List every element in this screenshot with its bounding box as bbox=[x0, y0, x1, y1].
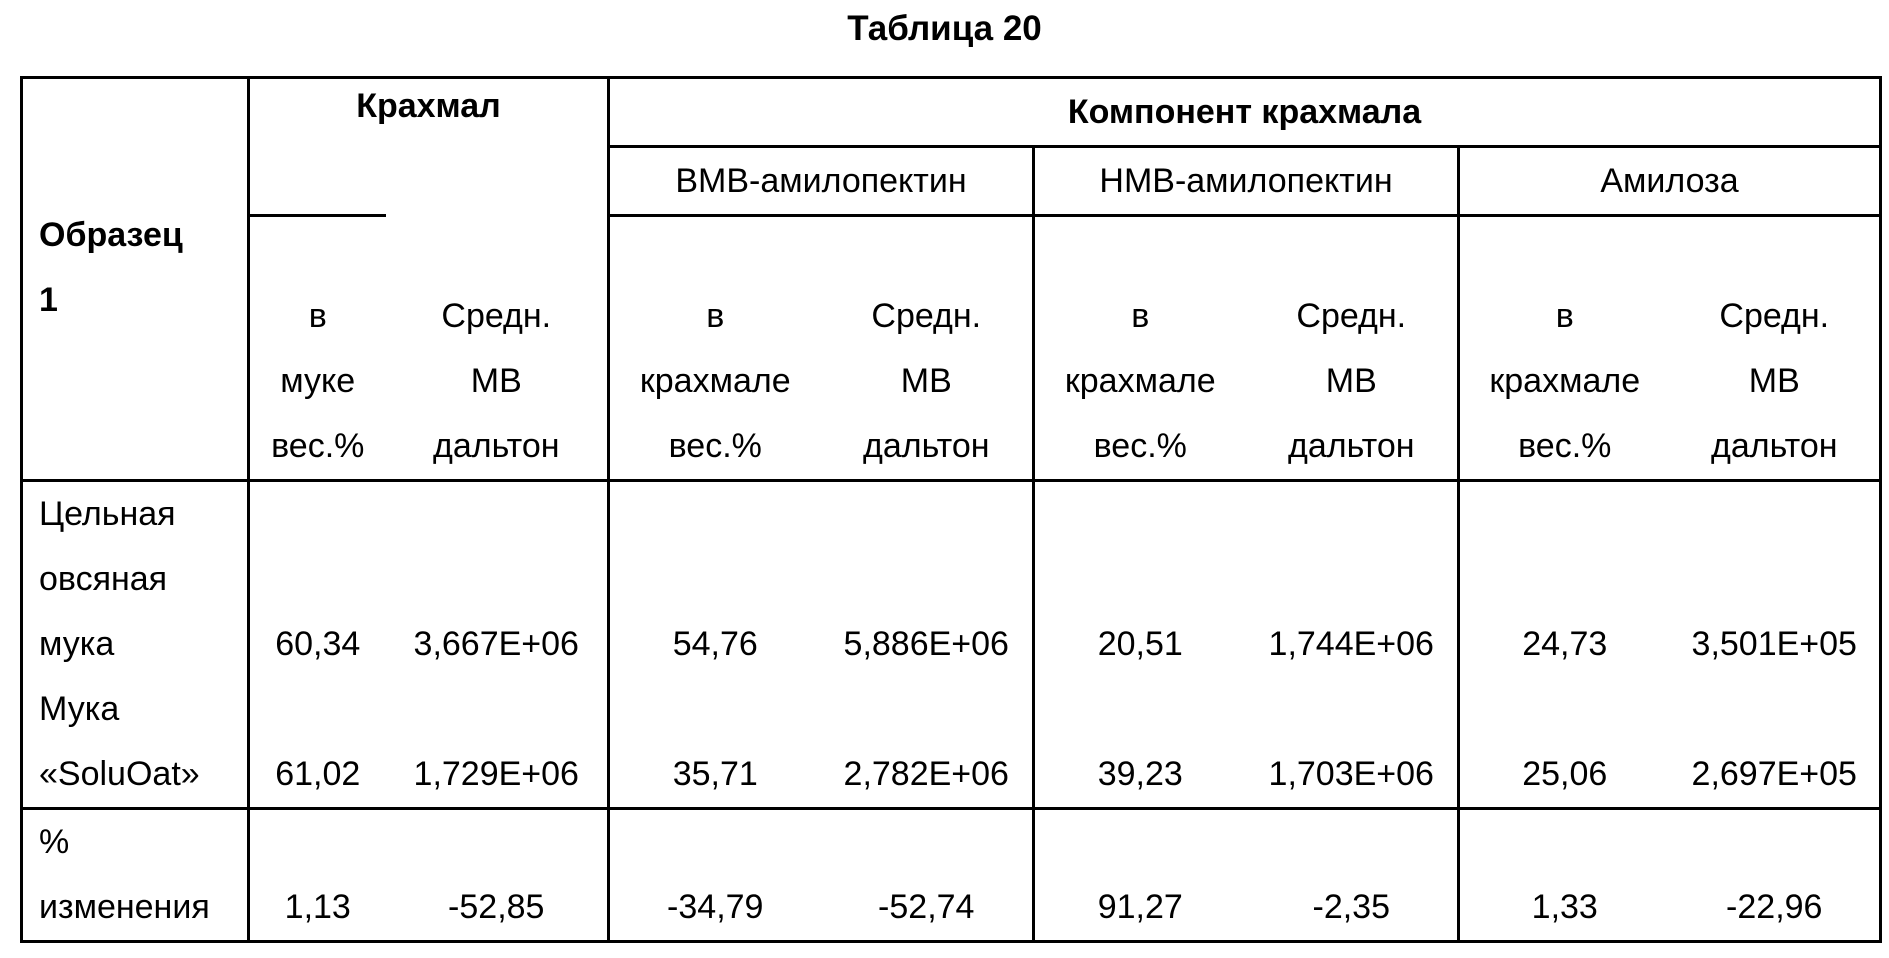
cell-line: в bbox=[706, 297, 725, 335]
cell-line: мука bbox=[39, 625, 115, 663]
cell: -2,35 bbox=[1245, 808, 1460, 943]
row-label: Мука «SoluOat» bbox=[20, 677, 250, 810]
cell: 1,703E+06 bbox=[1245, 677, 1460, 810]
cell-line: Средн. bbox=[871, 297, 982, 335]
cell-line: дальтон bbox=[1287, 427, 1415, 465]
cell: 2,697E+05 bbox=[1669, 677, 1882, 810]
cell-line: МВ bbox=[470, 362, 522, 400]
cell-line: в bbox=[308, 297, 327, 335]
header-cell: в крахмале вес.% bbox=[608, 215, 821, 482]
cell: 5,886E+06 bbox=[820, 480, 1035, 677]
cell: 54,76 bbox=[672, 625, 758, 663]
cell: 1,744E+06 bbox=[1245, 480, 1460, 677]
cell-line: в bbox=[1131, 297, 1150, 335]
cell: 60,34 bbox=[275, 625, 361, 663]
cell-line: дальтон bbox=[1710, 427, 1838, 465]
data-row: Мука «SoluOat» 61,02 1,729E+06 35,71 2,782E+0… bbox=[20, 677, 1882, 810]
cell-line: крахмале bbox=[639, 362, 791, 400]
cell: 1,729E+06 bbox=[385, 677, 610, 810]
table-title: Таблица 20 bbox=[847, 9, 1042, 48]
header-cell: Образец 1 bbox=[20, 76, 250, 482]
header-cell: в муке вес.% bbox=[248, 214, 386, 482]
cell: -34,79 bbox=[608, 808, 821, 943]
header-cell: Крахмал bbox=[248, 76, 610, 216]
header-cell: Амилоза bbox=[1458, 146, 1882, 217]
header-cell: в крахмале вес.% bbox=[1033, 215, 1246, 482]
header-row: ВМВ-амилопектин НМВ-амилопектин Амилоза bbox=[22, 146, 1882, 217]
cell-line: крахмале bbox=[1489, 362, 1641, 400]
cell-line: дальтон bbox=[432, 427, 560, 465]
header-cell: ВМВ-амилопектин bbox=[608, 146, 1035, 217]
cell: -52,85 bbox=[385, 808, 610, 943]
header-cell: Средн. МВ дальтон bbox=[1669, 215, 1882, 482]
cell: 25,06 bbox=[1458, 677, 1670, 810]
cell-line: МВ bbox=[900, 362, 952, 400]
cell: 1,33 bbox=[1458, 808, 1670, 943]
cell: -22,96 bbox=[1669, 808, 1882, 943]
cell-line: овсяная bbox=[39, 560, 168, 598]
header-cell: в крахмале вес.% bbox=[1458, 215, 1670, 482]
cell-line: дальтон bbox=[862, 427, 990, 465]
cell: 2,782E+06 bbox=[820, 677, 1035, 810]
cell-line: вес.% bbox=[1518, 427, 1612, 465]
cell-line: вес.% bbox=[668, 427, 762, 465]
cell-line: Средн. bbox=[441, 297, 552, 335]
cell-line: Мука bbox=[39, 690, 120, 728]
cell: -52,74 bbox=[820, 808, 1035, 943]
header-cell: Средн. МВ дальтон bbox=[1245, 215, 1460, 482]
cell: 61,02 bbox=[248, 677, 386, 810]
data-row: Цельная овсяная мука 60,34 3,667E+06 54,76 5,8… bbox=[20, 480, 1882, 677]
cell: 3,501E+05 bbox=[1669, 480, 1882, 677]
data-row: % изменения 1,13 -52,85 -34,79 -52,74 91,27 -2,… bbox=[20, 808, 1882, 943]
cell-line: Цельная bbox=[39, 495, 176, 533]
header-cell: Средн. МВ дальтон bbox=[820, 215, 1035, 482]
data-table: Образец 1 Крахмал Компонент крахмала ВМВ-ами… bbox=[20, 76, 1882, 943]
cell-line: Средн. bbox=[1296, 297, 1407, 335]
cell: 20,51 bbox=[1097, 625, 1183, 663]
cell-line: «SoluOat» bbox=[39, 755, 200, 793]
cell-line: в bbox=[1555, 297, 1574, 335]
cell: 39,23 bbox=[1033, 677, 1246, 810]
cell: 1,13 bbox=[248, 808, 386, 943]
cell-line: Средн. bbox=[1719, 297, 1830, 335]
header-cell: Средн. МВ дальтон bbox=[385, 215, 610, 482]
row-label: Цельная овсяная мука bbox=[20, 480, 250, 677]
cell-line: муке bbox=[280, 362, 356, 400]
cell-line: МВ bbox=[1748, 362, 1800, 400]
cell: 3,667E+06 bbox=[385, 480, 610, 677]
header-cell: НМВ-амилопектин bbox=[1033, 146, 1460, 217]
cell-line: крахмале bbox=[1064, 362, 1216, 400]
cell: 24,73 bbox=[1522, 625, 1608, 663]
header-row: в муке вес.% Средн. МВ дальтон в крахмале вес.% С… bbox=[22, 214, 1882, 482]
cell: 35,71 bbox=[608, 677, 821, 810]
cell-line: изменения bbox=[39, 888, 210, 926]
header-cell: Компонент крахмала bbox=[608, 76, 1882, 148]
cell-line: вес.% bbox=[271, 427, 365, 465]
header-row: Образец 1 Крахмал Компонент крахмала bbox=[20, 76, 1882, 482]
cell-line: % bbox=[39, 823, 70, 861]
cell-line: МВ bbox=[1325, 362, 1377, 400]
cell-line: вес.% bbox=[1093, 427, 1187, 465]
cell-line: Образец bbox=[39, 216, 183, 254]
cell-line: 1 bbox=[39, 281, 58, 319]
row-label: % изменения bbox=[20, 808, 250, 943]
cell: 91,27 bbox=[1033, 808, 1246, 943]
